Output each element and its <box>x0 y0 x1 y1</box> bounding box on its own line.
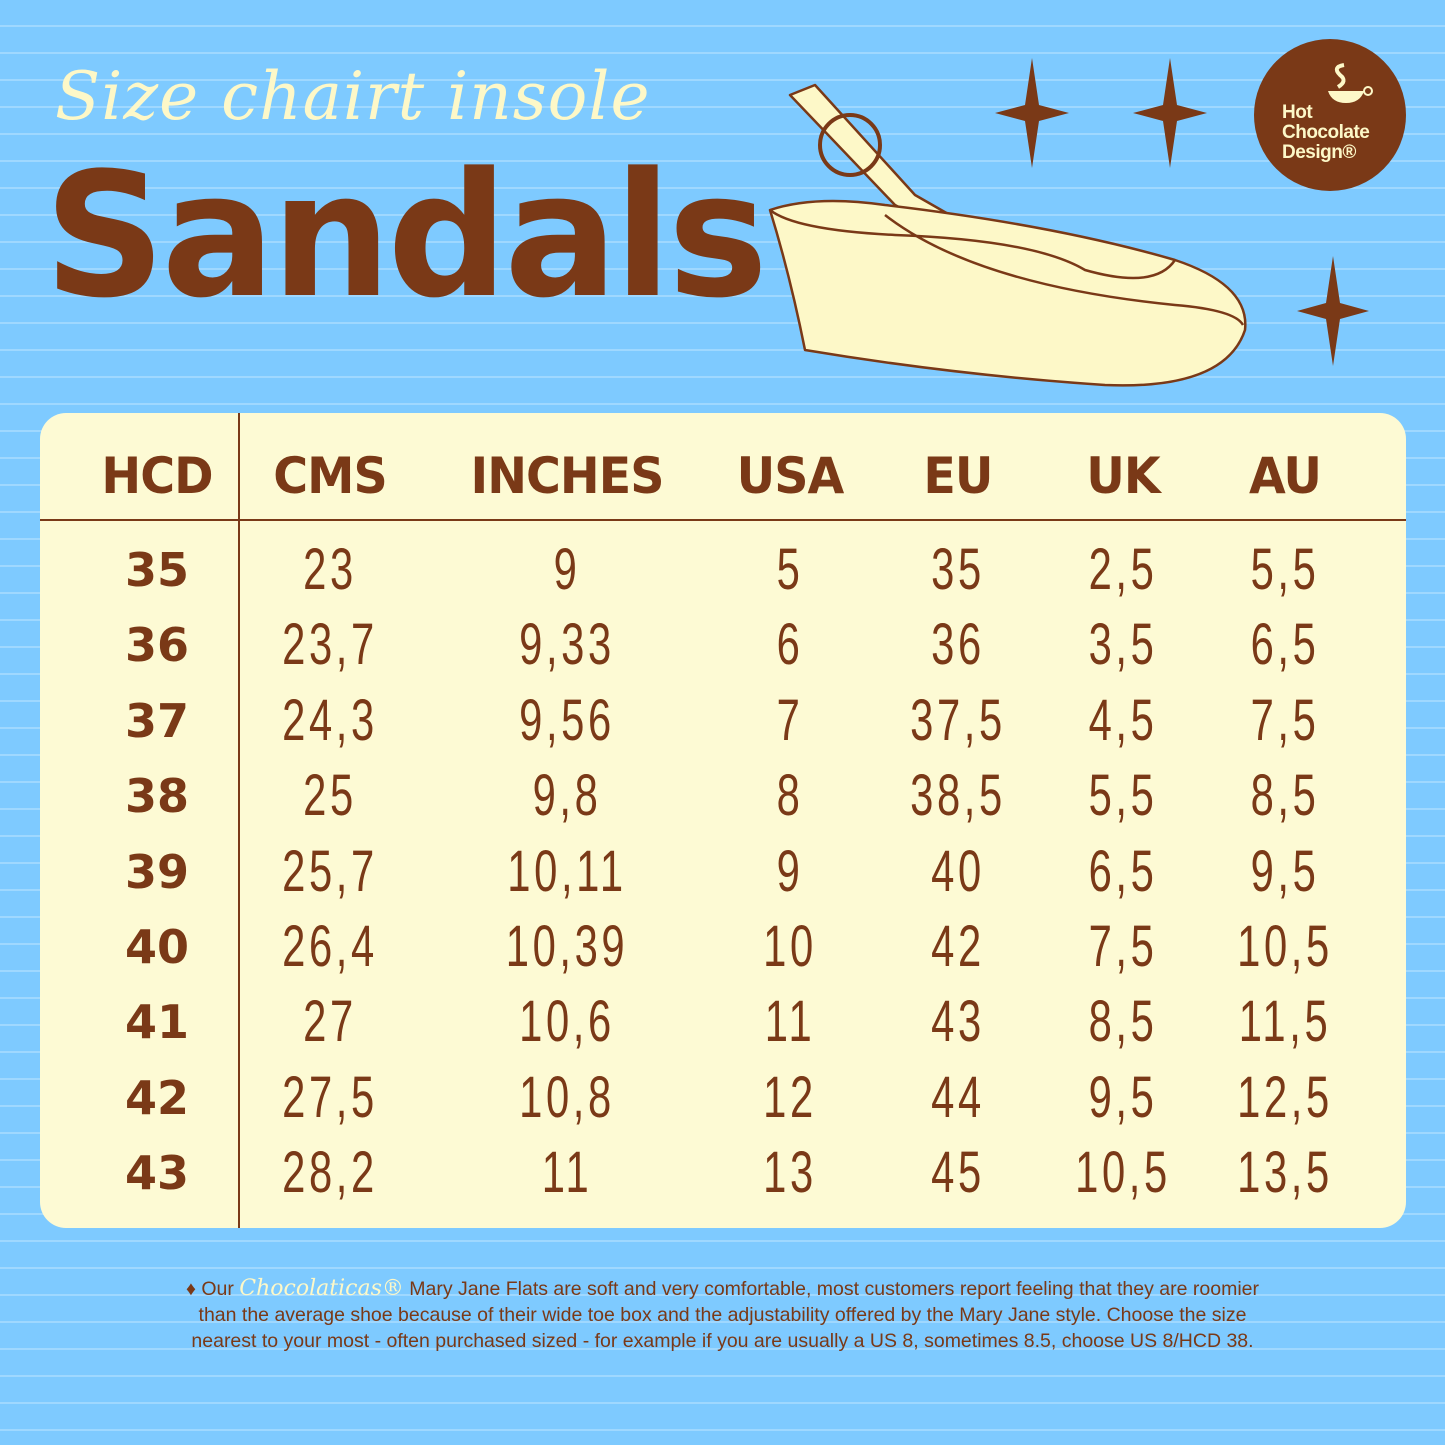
table-cell: 12,5 <box>1237 1064 1333 1130</box>
table-cell: 27,5 <box>282 1064 378 1130</box>
table-cell: 9,5 <box>1088 1064 1158 1130</box>
table-cell: 7 <box>776 687 804 753</box>
table-cell: 23 <box>303 537 357 602</box>
table-cell: 9,8 <box>532 763 602 829</box>
diamond-icon: ♦ <box>185 1278 196 1300</box>
star-icon <box>995 58 1069 168</box>
row-header: 39 <box>124 844 189 899</box>
row-header: 37 <box>124 693 189 748</box>
table-cell: 10,5 <box>1075 1140 1171 1206</box>
cup-icon <box>1328 63 1373 103</box>
table-cell: 10,11 <box>507 838 627 904</box>
table-cell: 26,4 <box>282 914 378 979</box>
column-header-usa: USA <box>736 447 845 505</box>
column-header-eu: EU <box>923 447 993 505</box>
table-cell: 7,5 <box>1088 914 1158 979</box>
table-cell: 36 <box>931 612 985 678</box>
table-cell: 5,5 <box>1250 537 1320 602</box>
brand-name: Chocolaticas® <box>239 1276 404 1301</box>
table-cell: 11 <box>541 1140 593 1206</box>
row-header: 43 <box>124 1146 189 1201</box>
column-header-au: AU <box>1249 447 1322 505</box>
table-cell: 5,5 <box>1088 763 1158 829</box>
table-cell: 28,2 <box>282 1140 378 1206</box>
table-cell: 9,5 <box>1250 838 1320 904</box>
table-cell: 7,5 <box>1250 687 1320 753</box>
note-prefix: Our <box>201 1278 234 1300</box>
subtitle: Size chairt insole <box>55 58 651 135</box>
row-header: 38 <box>124 769 189 824</box>
table-cell: 37,5 <box>910 687 1006 753</box>
sandal-illustration <box>768 83 1247 387</box>
table-cell: 10,6 <box>519 989 615 1055</box>
table-cell: 8,5 <box>1250 763 1320 829</box>
table-cell: 10,39 <box>505 914 629 979</box>
header-divider <box>40 519 1406 521</box>
table-cell: 11 <box>764 989 816 1055</box>
table-cell: 45 <box>931 1140 985 1206</box>
table-cell: 23,7 <box>282 612 378 678</box>
row-header: 42 <box>124 1070 189 1125</box>
table-cell: 6,5 <box>1250 612 1320 678</box>
table-cell: 38,5 <box>910 763 1006 829</box>
table-cell: 4,5 <box>1088 687 1158 753</box>
row-header: 40 <box>124 920 189 974</box>
table-cell: 9 <box>553 537 581 602</box>
table-cell: 24,3 <box>282 687 378 753</box>
table-cell: 6,5 <box>1088 838 1158 904</box>
column-header-uk: UK <box>1086 447 1160 505</box>
table-cell: 42 <box>931 914 985 979</box>
table-cell: 9,56 <box>519 687 615 753</box>
logo-line: Design® <box>1282 142 1356 163</box>
table-cell: 8,5 <box>1088 989 1158 1055</box>
table-cell: 13,5 <box>1237 1140 1333 1206</box>
table-cell: 13 <box>763 1140 817 1206</box>
logo-line: Chocolate <box>1282 122 1370 143</box>
table-cell: 27 <box>303 989 357 1055</box>
table-cell: 11,5 <box>1238 989 1332 1055</box>
table-cell: 9 <box>776 838 804 904</box>
row-header: 36 <box>124 618 189 673</box>
table-cell: 10,5 <box>1237 914 1333 979</box>
logo-line: Hot <box>1282 102 1313 123</box>
table-cell: 10,8 <box>519 1064 615 1130</box>
table-cell: 12 <box>763 1064 817 1130</box>
page-title: Sandals <box>44 135 768 336</box>
table-cell: 43 <box>931 989 985 1055</box>
table-cell: 25 <box>303 763 357 829</box>
table-cell: 25,7 <box>282 838 378 904</box>
table-cell: 2,5 <box>1088 537 1158 602</box>
brand-logo: Hot Chocolate Design® <box>1254 39 1406 191</box>
footnote: ♦ Our Chocolaticas® Mary Jane Flats are … <box>180 1276 1265 1354</box>
row-header: 35 <box>124 543 189 597</box>
column-header-cms: CMS <box>273 447 387 505</box>
row-header: 41 <box>124 995 189 1050</box>
column-divider <box>238 413 240 1228</box>
column-header-hcd: HCD <box>101 447 213 505</box>
table-cell: 40 <box>931 838 985 904</box>
table-cell: 6 <box>776 612 804 678</box>
column-header-inches: INCHES <box>470 447 665 505</box>
size-table: HCD CMS INCHES USA EU UK AU 35 23 9 5 35 2,5 5,5 36 23,… <box>40 413 1406 1228</box>
note-text: Mary Jane Flats are soft and very comfor… <box>191 1278 1259 1352</box>
table-cell: 10 <box>763 914 817 979</box>
table-cell: 5 <box>776 537 804 602</box>
star-icon <box>1133 58 1207 168</box>
star-icon <box>1297 256 1369 366</box>
table-cell: 3,5 <box>1088 612 1158 678</box>
table-cell: 44 <box>931 1064 985 1130</box>
table-cell: 35 <box>931 537 985 602</box>
table-cell: 8 <box>776 763 804 829</box>
table-cell: 9,33 <box>519 612 615 678</box>
